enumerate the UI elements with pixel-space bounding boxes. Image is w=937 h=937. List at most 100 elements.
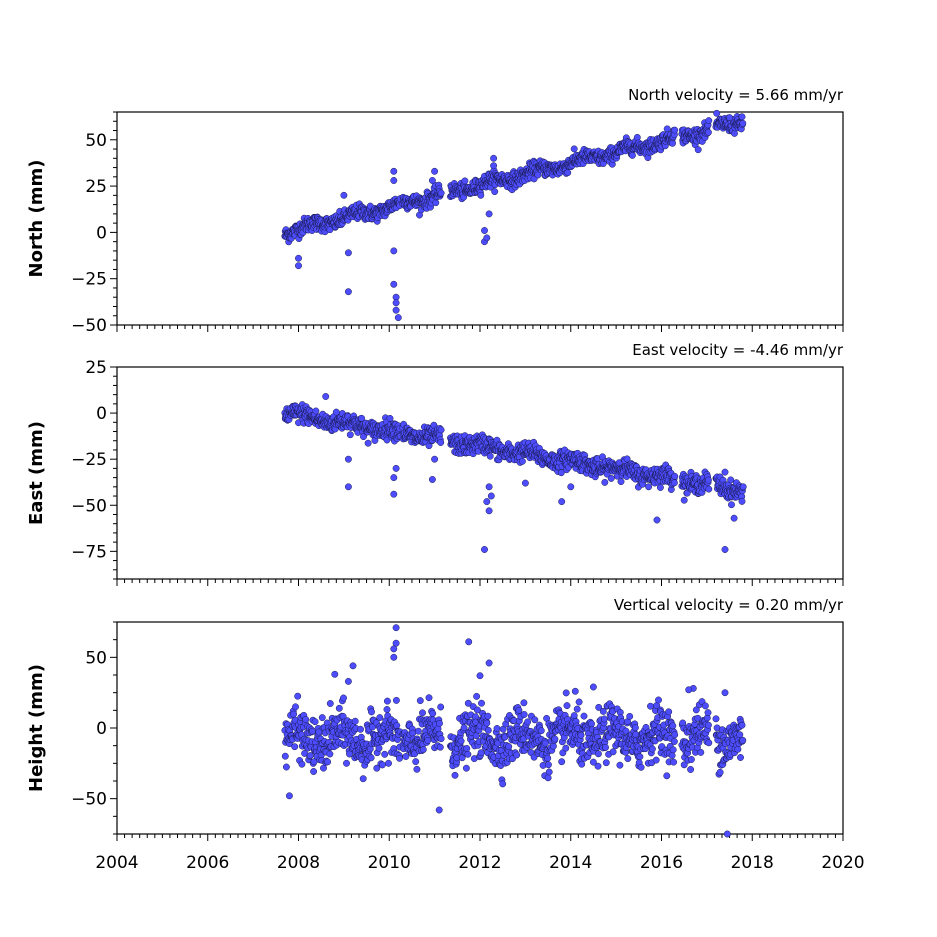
- data-point: [727, 476, 735, 484]
- outlier-point: [344, 483, 352, 491]
- data-point: [477, 749, 485, 757]
- outlier-point: [589, 683, 597, 691]
- data-point: [607, 474, 615, 482]
- data-point: [637, 763, 645, 771]
- outlier-point: [558, 498, 566, 506]
- data-point: [609, 748, 617, 756]
- outlier-point: [390, 645, 398, 653]
- data-point: [537, 727, 545, 735]
- data-point: [425, 694, 433, 702]
- outlier-point: [390, 247, 398, 255]
- data-point: [544, 774, 552, 782]
- outlier-point: [295, 262, 302, 270]
- data-point: [457, 737, 465, 745]
- outlier-point: [730, 514, 738, 522]
- outlier-point: [394, 314, 402, 322]
- data-point: [419, 709, 426, 717]
- velocity-title: North velocity = 5.66 mm/yr: [628, 86, 844, 104]
- y-tick-label: 25: [85, 177, 107, 197]
- data-point: [663, 125, 671, 133]
- data-point: [636, 753, 644, 761]
- outlier-point: [721, 546, 729, 553]
- data-point: [713, 109, 721, 117]
- data-point: [736, 731, 744, 739]
- data-point: [326, 750, 334, 758]
- data-point: [491, 188, 499, 196]
- data-point: [311, 718, 319, 726]
- data-point: [429, 710, 437, 717]
- data-point: [412, 758, 420, 766]
- data-point: [655, 696, 662, 704]
- data-point: [697, 748, 705, 756]
- data-point: [294, 692, 302, 700]
- data-point: [669, 746, 677, 754]
- outlier-point: [653, 516, 661, 524]
- data-point: [463, 745, 471, 752]
- data-point: [513, 751, 521, 759]
- data-point: [413, 765, 421, 773]
- data-point: [670, 738, 678, 745]
- outlier-point: [392, 464, 400, 472]
- data-point: [558, 758, 566, 766]
- y-tick-label: −50: [71, 790, 107, 810]
- x-tick-label: 2020: [821, 853, 864, 873]
- outlier-point: [390, 653, 398, 661]
- y-tick-label: −25: [71, 270, 107, 290]
- data-point: [663, 772, 671, 780]
- data-point: [712, 715, 720, 723]
- data-point: [687, 766, 695, 773]
- data-point: [291, 743, 299, 751]
- outlier-point: [431, 167, 439, 175]
- data-point: [346, 750, 353, 758]
- data-point: [424, 736, 432, 744]
- y-tick-label: 0: [96, 719, 107, 739]
- y-tick-label: −75: [71, 542, 107, 562]
- data-point: [692, 706, 700, 714]
- data-point: [716, 768, 724, 776]
- scatter-points: [281, 624, 747, 838]
- data-point: [486, 452, 494, 460]
- y-tick-label: 0: [96, 404, 107, 424]
- data-point: [460, 724, 468, 732]
- data-point: [462, 764, 470, 772]
- data-point: [326, 700, 334, 707]
- data-point: [631, 724, 639, 732]
- data-point: [343, 759, 350, 767]
- data-point: [309, 727, 316, 735]
- height-panel: Vertical velocity = 0.20 mm/yr Height (mm…: [26, 596, 865, 873]
- data-point: [437, 703, 445, 711]
- outlier-point: [390, 280, 398, 288]
- data-point: [392, 696, 400, 704]
- data-point: [564, 169, 572, 177]
- data-point: [534, 171, 542, 179]
- velocity-title: East velocity = -4.46 mm/yr: [632, 341, 844, 359]
- outlier-point: [485, 210, 493, 218]
- outlier-point: [723, 830, 731, 838]
- outlier-point: [285, 792, 293, 800]
- outlier-point: [481, 227, 488, 234]
- data-point: [665, 708, 673, 716]
- data-point: [562, 744, 570, 752]
- data-point: [520, 711, 528, 718]
- outlier-point: [721, 468, 729, 476]
- data-point: [437, 439, 445, 446]
- y-axis-label: Height (mm): [26, 664, 47, 792]
- data-point: [705, 739, 713, 747]
- outlier-point: [465, 638, 473, 646]
- data-point: [739, 736, 747, 744]
- data-point: [515, 706, 523, 714]
- data-point: [589, 758, 597, 766]
- outlier-point: [476, 672, 484, 680]
- data-point: [416, 697, 424, 705]
- data-point: [588, 720, 595, 728]
- y-axis-label: East (mm): [26, 421, 47, 525]
- data-point: [324, 758, 332, 766]
- data-point: [364, 439, 372, 447]
- data-point: [381, 750, 389, 758]
- x-tick-label: 2012: [458, 853, 501, 873]
- plot-frame: [116, 366, 844, 580]
- y-tick-label: 50: [85, 648, 107, 668]
- data-point: [436, 719, 443, 727]
- outlier-point: [483, 498, 491, 506]
